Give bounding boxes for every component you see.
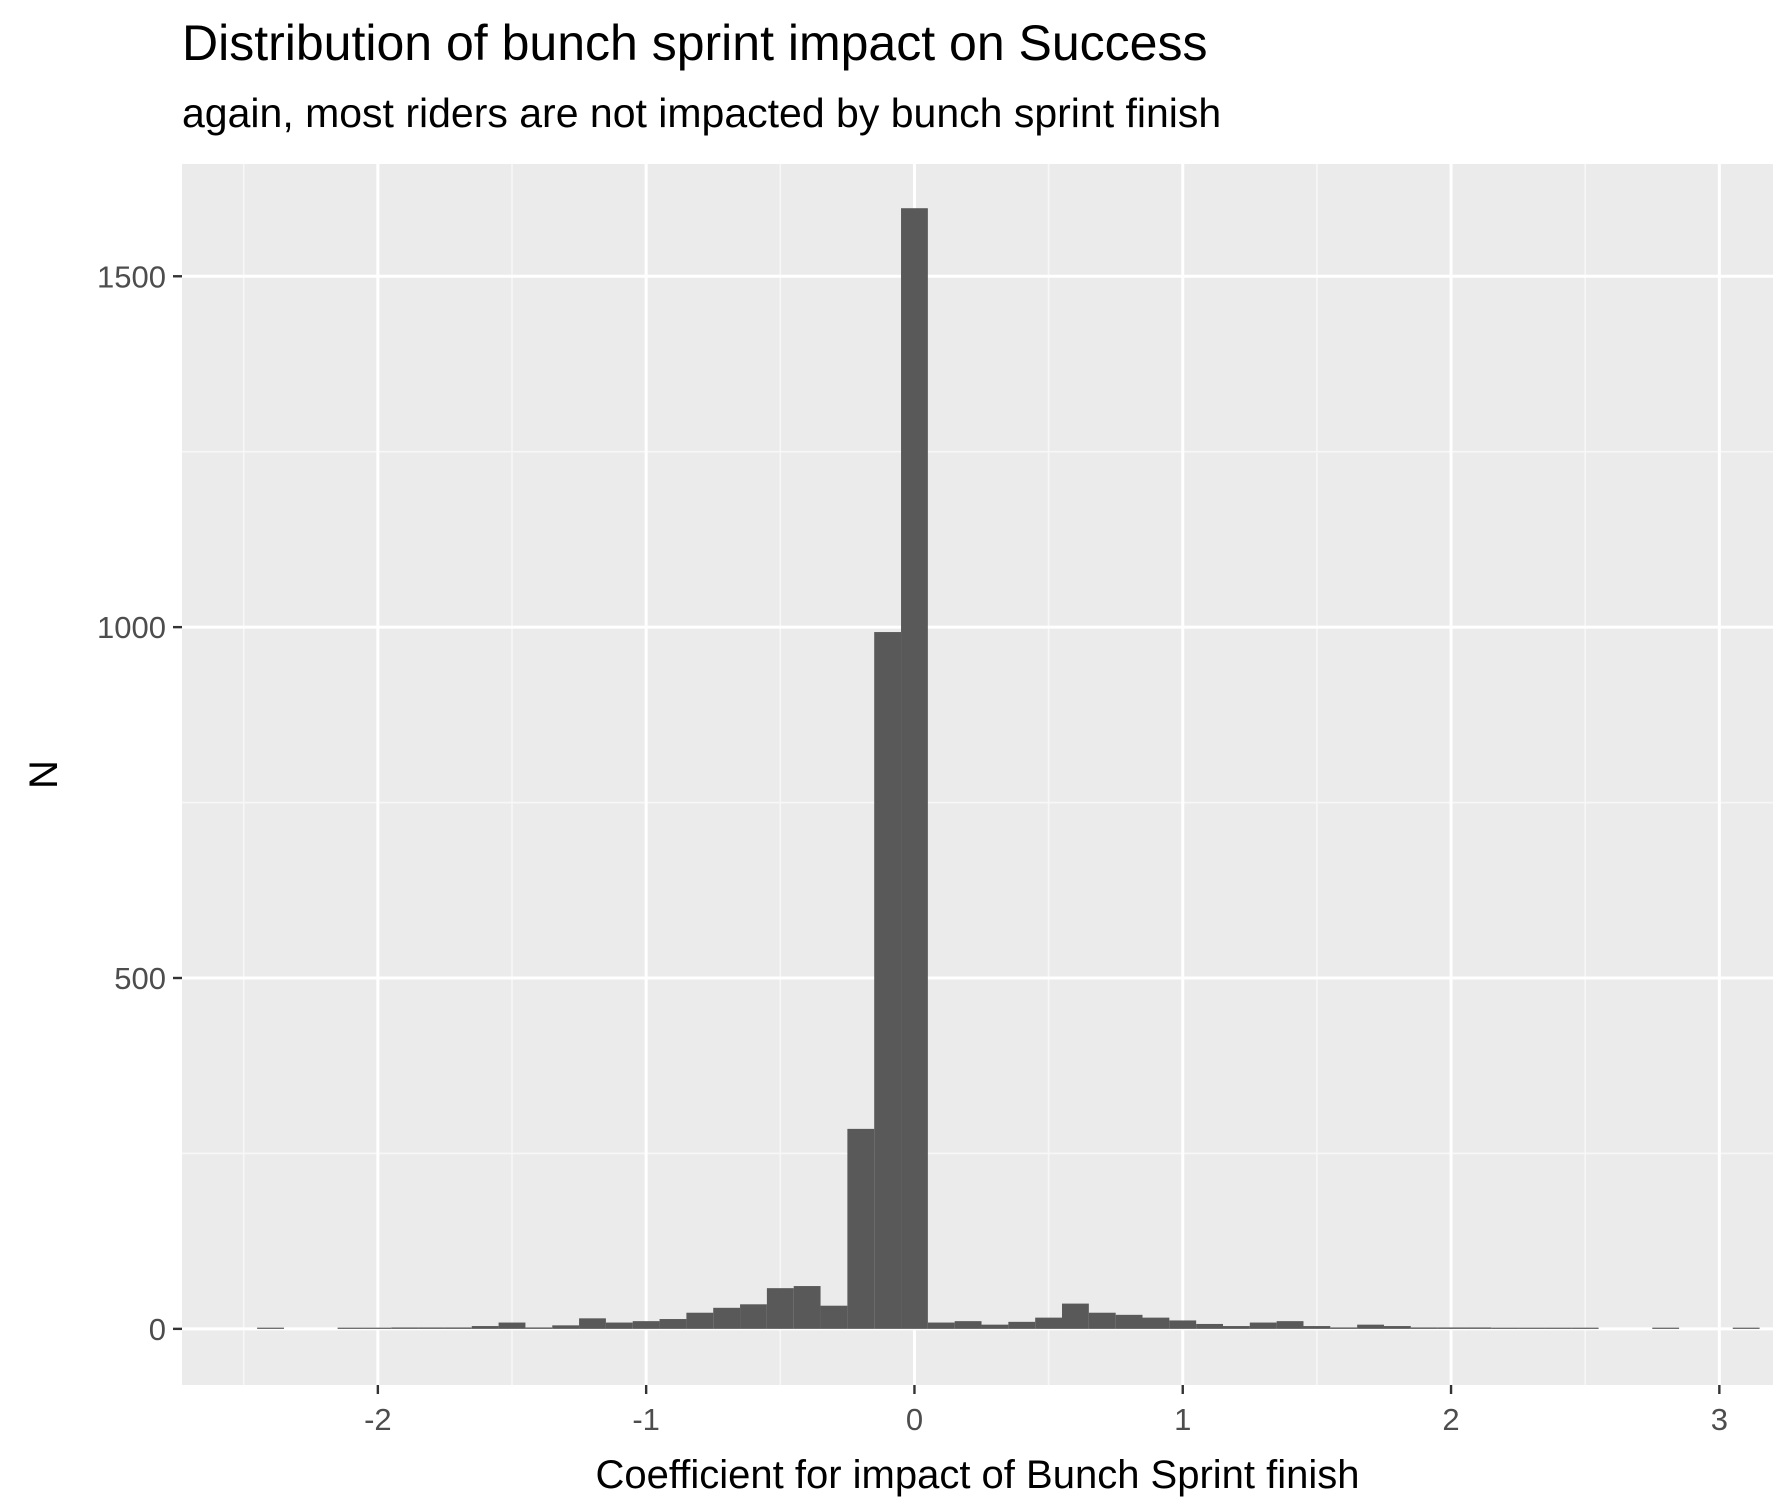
histogram-bar	[1357, 1324, 1384, 1329]
histogram-bar	[1491, 1327, 1519, 1329]
histogram-bar	[1142, 1317, 1170, 1329]
x-tick-label: 1	[1174, 1402, 1191, 1437]
histogram-bar	[659, 1319, 687, 1329]
histogram-bar	[1544, 1327, 1572, 1329]
plot-panel	[182, 164, 1773, 1385]
histogram-bar	[1518, 1327, 1545, 1329]
histogram-bar	[686, 1312, 714, 1329]
x-axis-title: Coefficient for impact of Bunch Sprint f…	[595, 1453, 1359, 1497]
x-axis-ticks: -2 -1 0 1 2 3	[364, 1385, 1728, 1437]
chart-subtitle: again, most riders are not impacted by b…	[182, 90, 1222, 136]
histogram-bar	[1732, 1327, 1760, 1329]
histogram-bar	[1115, 1314, 1143, 1329]
histogram-bar	[498, 1322, 526, 1329]
histogram-bar	[1249, 1322, 1277, 1329]
histogram-bar	[1410, 1327, 1438, 1329]
histogram-bar	[1196, 1323, 1223, 1329]
y-tick-label: 1000	[97, 610, 166, 645]
histogram-bar	[1303, 1326, 1331, 1329]
histogram-bar	[364, 1327, 392, 1329]
histogram-bar	[257, 1327, 284, 1329]
x-tick-label: -2	[364, 1402, 392, 1437]
histogram-bar	[1571, 1327, 1599, 1329]
histogram-bar	[793, 1286, 821, 1329]
y-axis-title: N	[22, 760, 66, 789]
x-tick-label: -1	[632, 1402, 660, 1437]
histogram-bar	[1062, 1303, 1089, 1329]
histogram-bar	[981, 1324, 1009, 1329]
histogram-bar	[1276, 1321, 1304, 1329]
histogram-bar	[444, 1327, 472, 1329]
x-tick-label: 3	[1711, 1402, 1728, 1437]
chart-title: Distribution of bunch sprint impact on S…	[182, 15, 1208, 71]
histogram-bar	[391, 1327, 419, 1329]
y-tick-label: 0	[149, 1312, 166, 1347]
histogram-bars	[257, 208, 1760, 1329]
histogram-bar	[847, 1128, 875, 1329]
histogram-bar	[471, 1326, 499, 1329]
histogram-bar	[954, 1321, 982, 1329]
x-tick-label: 0	[906, 1402, 923, 1437]
y-axis-ticks: 0 500 1000 1500	[97, 259, 182, 1347]
histogram-bar	[1464, 1327, 1492, 1329]
histogram-bar	[1437, 1327, 1465, 1329]
histogram-bar	[1088, 1312, 1116, 1329]
histogram-bar	[740, 1304, 767, 1329]
histogram-bar	[1222, 1326, 1250, 1329]
x-tick-label: 2	[1442, 1402, 1459, 1437]
histogram-bar	[713, 1307, 741, 1329]
histogram-bar	[418, 1327, 445, 1329]
histogram-bar	[1008, 1321, 1036, 1329]
histogram-bar	[525, 1327, 553, 1329]
histogram-bar	[632, 1321, 660, 1329]
minor-gridlines	[182, 164, 1773, 1385]
histogram-bar	[927, 1322, 955, 1329]
histogram-bar	[874, 632, 902, 1329]
histogram-bar	[1169, 1320, 1197, 1329]
histogram-bar	[605, 1322, 633, 1329]
histogram-bar	[1652, 1327, 1680, 1329]
histogram-bar	[766, 1288, 794, 1329]
histogram-bar	[1035, 1317, 1063, 1329]
histogram-bar	[901, 208, 928, 1329]
histogram-bar	[1383, 1326, 1411, 1329]
y-tick-label: 1500	[97, 259, 166, 294]
histogram-bar	[337, 1327, 365, 1329]
y-tick-label: 500	[114, 961, 166, 996]
histogram-bar	[1330, 1327, 1358, 1329]
histogram-bar	[552, 1325, 580, 1329]
histogram-bar	[820, 1305, 848, 1329]
histogram-bar	[579, 1318, 606, 1329]
